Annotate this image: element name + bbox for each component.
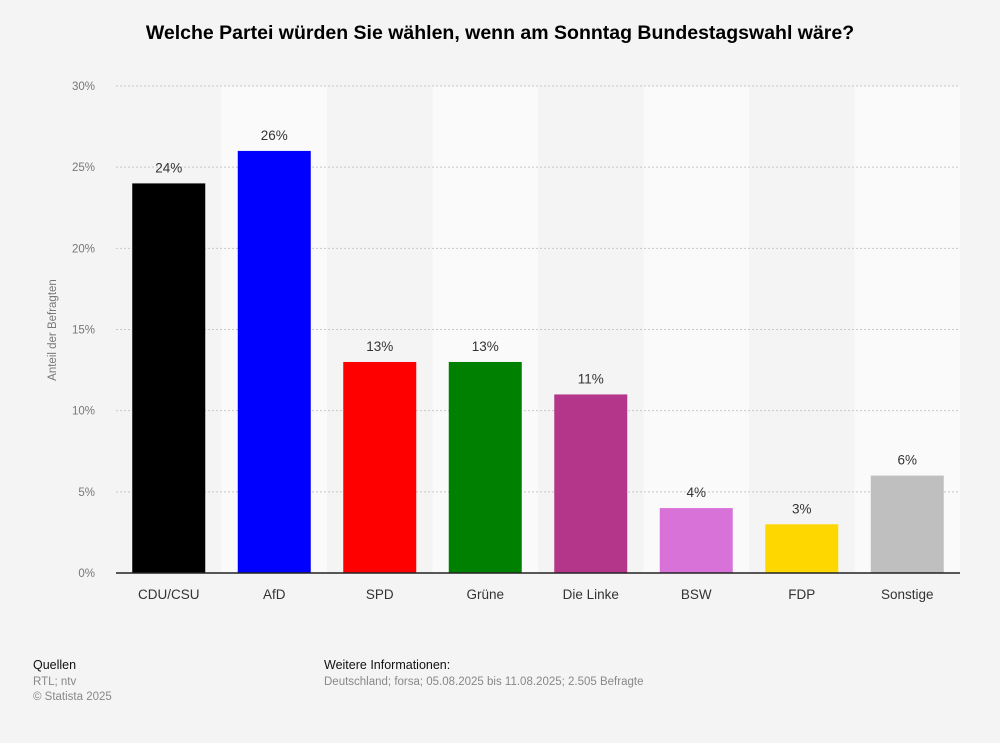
x-tick-label: Grüne [466,587,504,602]
y-tick-label: 20% [72,243,95,255]
x-tick-label: Sonstige [881,587,934,602]
bar-bsw [659,508,733,573]
bar-afd [237,150,311,573]
x-tick-label: FDP [788,587,815,602]
bar-sonstige [870,475,944,573]
bar-cdu-csu [132,183,206,573]
bar-die-linke [554,394,628,573]
data-label: 24% [155,160,182,175]
info-heading: Weitere Informationen: [324,658,451,672]
bar-grüne [448,361,522,573]
x-tick-label: BSW [681,587,712,602]
data-label: 3% [792,501,812,516]
bar-spd [343,361,417,573]
y-tick-label: 15% [72,325,95,337]
y-tick-label: 30% [72,81,95,93]
sources-text: RTL; ntv [33,676,77,688]
info-text: Deutschland; forsa; 05.08.2025 bis 11.08… [324,676,644,688]
bar-fdp [765,524,839,573]
x-tick-label: CDU/CSU [138,587,200,602]
data-label: 26% [261,128,288,143]
data-label: 4% [686,485,706,500]
sources-heading: Quellen [33,658,77,672]
x-tick-label: SPD [366,587,394,602]
data-label: 13% [366,339,393,354]
x-tick-label: AfD [263,587,286,602]
y-tick-label: 5% [78,487,95,499]
y-tick-label: 0% [78,568,95,580]
y-axis-label: Anteil der Befragten [47,279,59,381]
data-label: 13% [472,339,499,354]
data-label: 11% [578,371,604,386]
x-tick-label: Die Linke [563,587,619,602]
y-tick-label: 25% [72,162,95,174]
data-label: 6% [897,453,917,468]
y-tick-label: 10% [72,406,95,418]
chart-title: Welche Partei würden Sie wählen, wenn am… [145,22,855,44]
copyright-text: © Statista 2025 [33,691,112,703]
